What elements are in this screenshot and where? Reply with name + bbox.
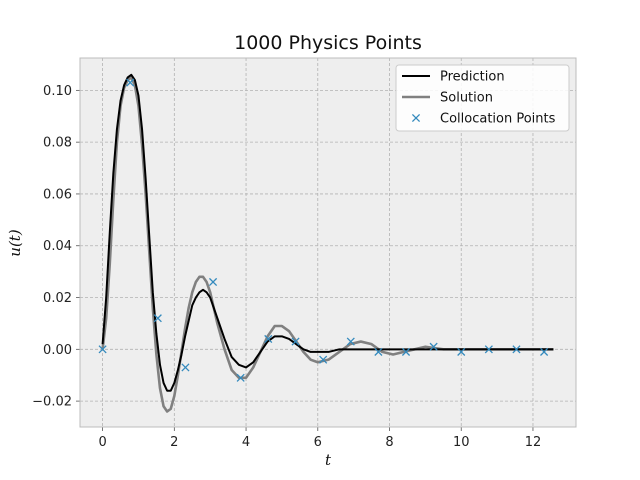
- y-tick-label: 0.02: [43, 291, 72, 306]
- collocation-point-marker: [346, 337, 355, 346]
- collocation-point-marker: [291, 337, 300, 346]
- x-tick-label: 10: [453, 435, 470, 450]
- collocation-point-marker: [181, 363, 190, 372]
- legend-item: Solution: [402, 91, 493, 106]
- x-axis-label: t: [325, 451, 332, 469]
- y-tick-label: 0.06: [43, 187, 72, 202]
- collocation-point-marker: [319, 355, 328, 364]
- y-axis-ticks: −0.02 0.00 0.02 0.04 0.06 0.08 0.10: [32, 84, 80, 410]
- y-tick-label: 0.04: [43, 239, 72, 254]
- y-tick-label: 0.10: [43, 84, 72, 99]
- legend-label: Collocation Points: [440, 112, 556, 127]
- collocation-point-marker: [429, 342, 438, 351]
- series-line-prediction: [101, 73, 554, 392]
- y-tick-label: −0.02: [32, 395, 72, 410]
- series-layer: [79, 57, 577, 428]
- collocation-point-marker: [153, 314, 162, 323]
- legend: Prediction Solution Collocation Points: [395, 64, 570, 132]
- legend-item: Prediction: [402, 70, 505, 85]
- collocation-point-marker: [264, 334, 273, 344]
- collocation-point-marker: [484, 345, 493, 354]
- plot-frame: [79, 57, 577, 428]
- x-tick-label: 6: [314, 435, 322, 450]
- collocation-point-marker: [236, 373, 245, 382]
- y-tick-label: 0.08: [43, 136, 72, 151]
- y-axis-label: u(t): [6, 229, 24, 257]
- x-tick-label: 4: [242, 435, 250, 450]
- legend-item: Collocation Points: [411, 112, 556, 127]
- chart-title: 1000 Physics Points: [234, 32, 422, 54]
- collocation-point-marker: [208, 277, 218, 287]
- collocation-point-marker: [126, 78, 135, 87]
- y-tick-label: 0.00: [43, 343, 72, 358]
- collocation-point-marker: [98, 345, 107, 354]
- collocation-point-marker: [401, 347, 411, 356]
- x-tick-label: 2: [170, 435, 178, 450]
- legend-label: Solution: [440, 91, 493, 106]
- collocation-point-marker: [512, 345, 521, 354]
- x-axis-ticks: 0 2 4 6 8 10 12: [98, 427, 541, 450]
- grid: [80, 58, 576, 427]
- legend-box: [395, 64, 570, 132]
- x-tick-label: 8: [385, 435, 393, 450]
- legend-label: Prediction: [440, 70, 505, 85]
- collocation-point-marker: [374, 347, 383, 356]
- x-tick-label: 0: [98, 435, 106, 450]
- collocation-point-marker: [457, 347, 466, 356]
- x-tick-label: 12: [525, 435, 542, 450]
- collocation-point-marker: [540, 347, 549, 356]
